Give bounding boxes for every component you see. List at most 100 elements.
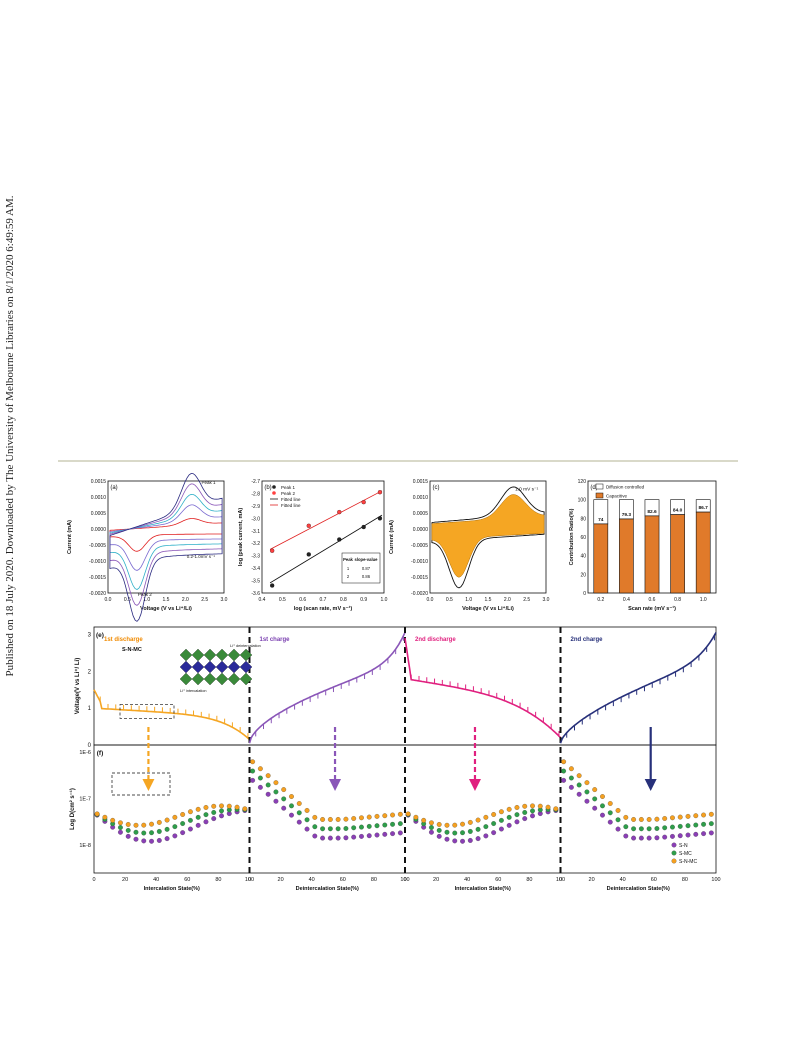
panel-f-diffusion-point [164, 817, 170, 823]
panel-f-diffusion-point [118, 825, 123, 830]
panel-f-diffusion-point [195, 814, 201, 820]
panel-f-diffusion-point [304, 808, 310, 813]
inset-crystal-octahedron [239, 648, 253, 662]
panel-e-ytick: 0 [88, 743, 92, 749]
panel-e-ylabel: Voltage(V vs Li⁺/ Li) [74, 658, 81, 714]
panel-a-cv-curve [109, 483, 223, 606]
panel-c-capacitive-area [431, 494, 545, 578]
panel-f-xlabel: Deintercalation State(%) [607, 886, 670, 892]
panel-f-legend-label: S-N-MC [679, 859, 697, 865]
panel-f-diffusion-point [444, 829, 450, 835]
panel-f-diffusion-point [429, 829, 434, 835]
panel-a-xtick: 1.5 [163, 597, 170, 603]
panel-a-frame [107, 480, 225, 594]
panel-f-diffusion-point [638, 835, 644, 841]
panel-e-ytick: 2 [88, 669, 92, 675]
panel-f-xtick: 100 [400, 877, 409, 883]
panel-d-legend-label: Diffusion controlled [606, 485, 645, 490]
panel-f-diffusion-point [335, 817, 341, 822]
panel-f-diffusion-point [211, 810, 217, 815]
panel-f-diffusion-point [195, 806, 201, 812]
panel-d-xlabel: Scan rate (mV s⁻¹) [628, 605, 676, 612]
inset-crystal-octahedron [239, 672, 253, 686]
panel-a-xtick: 0.5 [124, 597, 131, 603]
panel-d-ytick: 0 [583, 591, 586, 597]
panel-f-diffusion-point [343, 816, 349, 822]
panel-f-diffusion-point [359, 824, 364, 830]
panel-f-diffusion-point [180, 830, 186, 836]
panel-e-segment-title: 1st discharge [104, 637, 143, 643]
transition-arrow-head [644, 779, 657, 791]
panel-c-ytick: -0.0020 [411, 591, 428, 597]
panel-d-bar-label: 79.3 [622, 512, 632, 518]
panel-f-diffusion-point [304, 817, 310, 823]
panel-f-diffusion-point [141, 838, 147, 844]
panel-f-diffusion-point [467, 819, 473, 825]
panel-b-legend-label: Peak 1 [281, 485, 296, 490]
panel-f-diffusion-point [498, 826, 504, 832]
panel-b-point [306, 523, 311, 528]
panel-b-point [337, 509, 342, 515]
panel-f-diffusion-point [498, 809, 504, 815]
panel-f-diffusion-point [133, 822, 139, 828]
panel-f-diffusion-point [250, 777, 256, 783]
panel-f-diffusion-point [530, 808, 535, 814]
panel-f-diffusion-point [693, 813, 699, 819]
panel-f-legend-marker [671, 850, 677, 856]
panel-f-diffusion-point [452, 830, 458, 836]
panel-b-point [361, 500, 366, 505]
panel-f-diffusion-point [281, 787, 287, 793]
panel-e-voltage-curve [559, 632, 717, 744]
panel-f-ytick: 1E-8 [79, 843, 91, 849]
panel-c-rate-label: 1.0 mV s⁻¹ [515, 487, 538, 493]
panel-f-diffusion-point [654, 816, 660, 822]
panel-f-diffusion-point [180, 821, 186, 826]
panel-d-ytick: 40 [580, 554, 586, 560]
panel-f-xtick: 80 [526, 877, 532, 883]
panel-f-diffusion-point [631, 817, 637, 822]
panel-f-xtick: 20 [589, 877, 595, 883]
panel-d-capacitive-bar [644, 515, 660, 594]
panel-f-diffusion-point [491, 830, 497, 836]
panel-f-diffusion-point [110, 817, 116, 823]
panel-f-diffusion-point [156, 829, 162, 834]
panel-f-diffusion-point [187, 817, 193, 823]
panel-f-zoom-box [111, 772, 171, 796]
panel-f-diffusion-point [219, 813, 224, 819]
panel-b-xtick: 0.6 [299, 597, 306, 603]
panel-f-diffusion-point [257, 784, 263, 790]
panel-f-diffusion-point [149, 838, 154, 844]
panel-f-ylabel: Log D(cm² s⁻¹) [69, 788, 76, 830]
panel-f-diffusion-point [125, 827, 131, 833]
inset-intercalation-label: Li⁺ intercalation [180, 689, 207, 693]
panel-f-diffusion-point [390, 821, 395, 827]
panel-f-diffusion-point [320, 817, 326, 822]
panel-d-xtick: 1.0 [700, 597, 707, 603]
panel-f-diffusion-point [382, 822, 388, 828]
panel-d-capacitive-bar [695, 511, 711, 594]
panel-f-ytick: 1E-6 [79, 750, 91, 756]
panel-f-xtick: 20 [433, 877, 439, 883]
panel-f-xtick: 0 [403, 877, 406, 883]
panel-f-diffusion-point [351, 834, 357, 840]
panel-f-diffusion-point [133, 836, 139, 842]
inset-crystal-octahedron [179, 648, 193, 662]
panel-f-diffusion-point [460, 830, 465, 836]
panel-d-legend-label: Capacitive [606, 494, 628, 499]
panel-f-xtick: 0 [248, 877, 251, 883]
panel-f-diffusion-point [327, 817, 333, 822]
panel-f-legend-label: S-MC [679, 851, 692, 857]
panel-f-diffusion-point [522, 803, 528, 809]
panel-c-xtick: 2.5 [523, 597, 530, 603]
panel-b-xtick: 0.4 [259, 597, 266, 603]
panel-f-diffusion-point [475, 817, 481, 823]
panel-a-peak2-label: Peak 2 [138, 592, 153, 597]
panel-b-ytick: -3.5 [251, 579, 260, 585]
inset-crystal-octahedron [191, 672, 205, 686]
panel-b-xlabel: log (scan rate, mV s⁻¹) [294, 605, 353, 612]
inset-crystal-octahedron [203, 660, 217, 674]
panel-f-diffusion-point [429, 825, 434, 830]
panel-f-diffusion-point [250, 759, 256, 765]
panel-f-diffusion-point [164, 826, 170, 832]
panel-f-diffusion-point [568, 784, 574, 790]
